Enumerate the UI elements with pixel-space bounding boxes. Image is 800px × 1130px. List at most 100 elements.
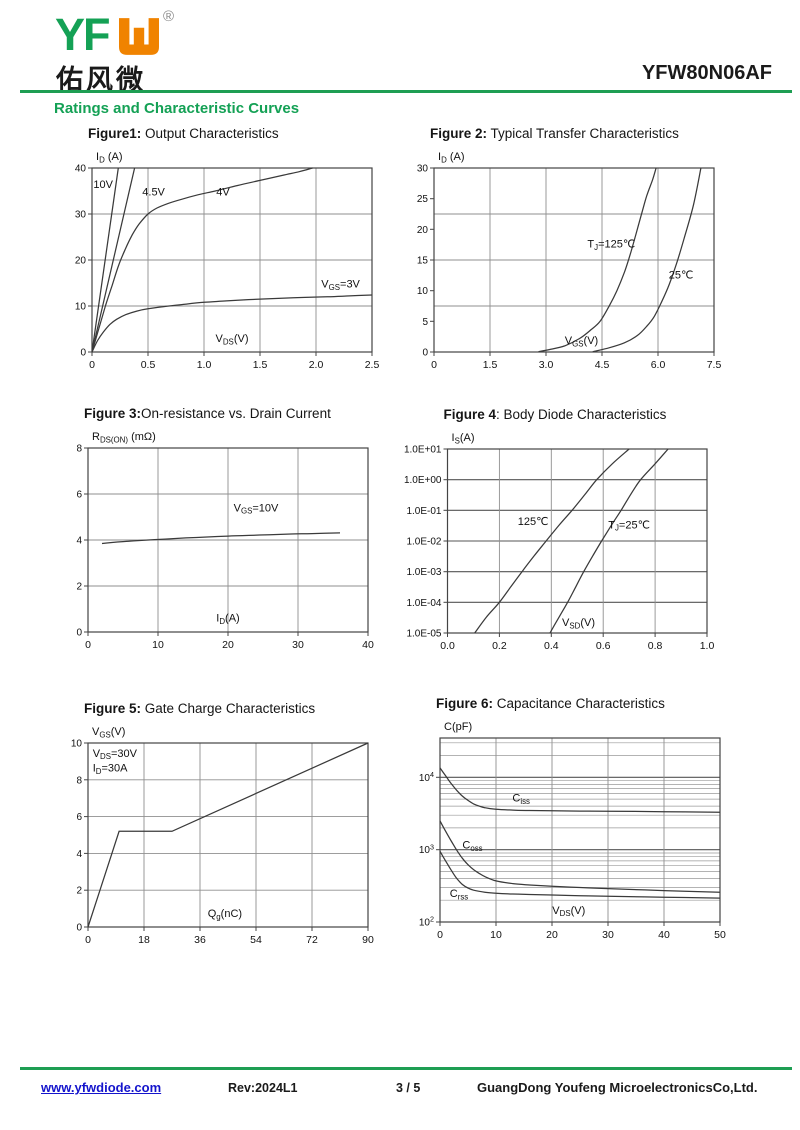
svg-text:30: 30 [602,929,614,941]
company-name: GuangDong Youfeng MicroelectronicsCo,Ltd… [477,1080,758,1095]
svg-text:20: 20 [75,256,87,267]
chart-fig2: 0 1.5 3.0 4.5 6.0 7.5 0 5 10 15 20 25 30 TJ=125℃ 25℃ VG… [417,151,722,371]
svg-text:2: 2 [76,582,82,593]
svg-text:20: 20 [417,225,429,236]
curve-VGS=4.5V [91,167,136,353]
svg-text:5: 5 [422,317,428,328]
part-number: YFW80N06AF [641,62,772,84]
svg-text:18: 18 [138,934,150,946]
series-label-Ciss: Ciss [512,793,530,806]
svg-text:1.5: 1.5 [253,359,268,371]
svg-text:1.0E-05: 1.0E-05 [406,629,441,640]
figure-1-output-characteristics: Figure1: Output Characteristics 0 0.5 1.0 1.… [62,126,402,376]
svg-text:10: 10 [71,739,83,750]
svg-text:6: 6 [76,490,82,501]
svg-text:1.0: 1.0 [700,640,715,652]
svg-text:10: 10 [490,929,502,941]
svg-text:0.4: 0.4 [544,640,559,652]
figure-title: Figure 4: Body Diode Characteristics [443,407,667,422]
curve-TJ=25C [592,167,702,353]
figure-5-gate-charge: Figure 5: Gate Charge Characteristics 0 18… [58,701,398,951]
svg-text:102: 102 [419,915,434,929]
y-axis-label: ID (A) [438,151,465,164]
curve-TJ=25C [549,448,669,634]
page-number: 3 / 5 [396,1081,421,1095]
figure-4-body-diode: Figure 4: Body Diode Characteristics 0.0 0… [397,407,737,657]
svg-text:10: 10 [152,639,164,651]
svg-text:15: 15 [417,256,429,267]
svg-text:104: 104 [419,770,434,784]
svg-text:0.0: 0.0 [440,640,455,652]
x-axis-label: VGS(V) [565,335,598,348]
y-axis-label: C(pF) [444,721,472,733]
y-axis-label: VGS(V) [92,726,125,739]
svg-text:103: 103 [419,842,434,856]
logo-orange-glyph-icon [119,18,159,55]
svg-text:10: 10 [75,302,87,313]
header-divider [20,90,792,93]
svg-text:0: 0 [422,348,428,359]
annotation: ID=30A [93,763,128,776]
figure-6-capacitance: Figure 6: Capacitance Characteristics 0 10… [410,696,750,946]
series-label-Coss: Coss [462,840,482,853]
curve-gate-charge [87,742,369,928]
revision-label: Rev:2024L1 [228,1081,298,1095]
svg-text:0.8: 0.8 [648,640,663,652]
chart-fig1: 0 0.5 1.0 1.5 2.0 2.5 0 10 20 30 40 10V 4.5V 4V VGS=3V… [75,151,380,371]
series-label-125C: 125℃ [518,516,549,528]
curve-Ciss [439,767,721,813]
curve-VGS=10V [91,167,119,353]
svg-text:1.0E-03: 1.0E-03 [406,567,441,578]
figure-title: Figure 5: Gate Charge Characteristics [84,701,316,716]
svg-text:0.6: 0.6 [596,640,611,652]
svg-text:8: 8 [76,444,82,455]
svg-text:2.0: 2.0 [309,359,324,371]
svg-text:0: 0 [76,923,82,934]
svg-text:1.0E-01: 1.0E-01 [406,506,441,517]
curve-VGS=10V [101,532,341,545]
svg-text:6: 6 [76,812,82,823]
figure-title: Figure1: Output Characteristics [88,126,279,141]
svg-text:4.5: 4.5 [595,359,610,371]
series-label-TJ=125C: TJ=125℃ [587,239,635,252]
svg-text:30: 30 [417,164,429,175]
svg-text:7.5: 7.5 [707,359,722,371]
series-label-VGS=10V: 10V [93,179,113,191]
series-label-VGS=4.5V: 4.5V [142,187,165,199]
svg-text:3.0: 3.0 [539,359,554,371]
svg-text:2.5: 2.5 [365,359,380,371]
logo-text-yf: YF [55,9,110,60]
registered-trademark-icon: ® [163,8,175,25]
series-label-VGS=3V: VGS=3V [321,279,360,292]
svg-text:0: 0 [80,348,86,359]
svg-text:90: 90 [362,934,374,946]
chart-fig5: 0 18 36 54 72 90 0 2 4 6 8 10 VDS=30V ID=30A Qg(nC) VGS… [71,726,374,946]
svg-text:30: 30 [75,210,87,221]
svg-text:40: 40 [362,639,374,651]
y-axis-label: IS(A) [452,432,475,445]
svg-text:0.5: 0.5 [141,359,156,371]
y-axis-label: ID (A) [96,151,123,164]
x-axis-label: Qg(nC) [208,908,242,921]
chart-fig3: 0 10 20 30 40 0 2 4 6 8 VGS=10V ID(A) RDS(ON) (mΩ) [76,431,374,651]
svg-text:0: 0 [89,359,95,371]
figure-title: Figure 3:On-resistance vs. Drain Current [84,406,331,421]
footer-divider [20,1067,792,1070]
website-link[interactable]: www.yfwdiode.com [41,1080,162,1095]
svg-text:4: 4 [76,536,82,547]
figure-2-transfer-characteristics: Figure 2: Typical Transfer Characteristi… [404,126,744,376]
chart-fig4: 0.0 0.2 0.4 0.6 0.8 1.0 1.0E+01 1.0E+00 1.0E-01 1… [404,432,715,652]
series-label-TJ=25C: 25℃ [669,269,694,281]
svg-text:54: 54 [250,934,262,946]
brand-logo: YF ® 佑风微 [55,8,255,95]
svg-text:1.0: 1.0 [197,359,212,371]
series-label-VGS=10V: VGS=10V [234,502,279,515]
x-axis-label: VDS(V) [216,333,249,346]
x-axis-label: VDS(V) [552,905,585,918]
svg-text:20: 20 [546,929,558,941]
svg-text:40: 40 [75,164,87,175]
y-axis-label: RDS(ON) (mΩ) [92,431,156,444]
svg-text:20: 20 [222,639,234,651]
svg-text:50: 50 [714,929,726,941]
svg-text:6.0: 6.0 [651,359,666,371]
